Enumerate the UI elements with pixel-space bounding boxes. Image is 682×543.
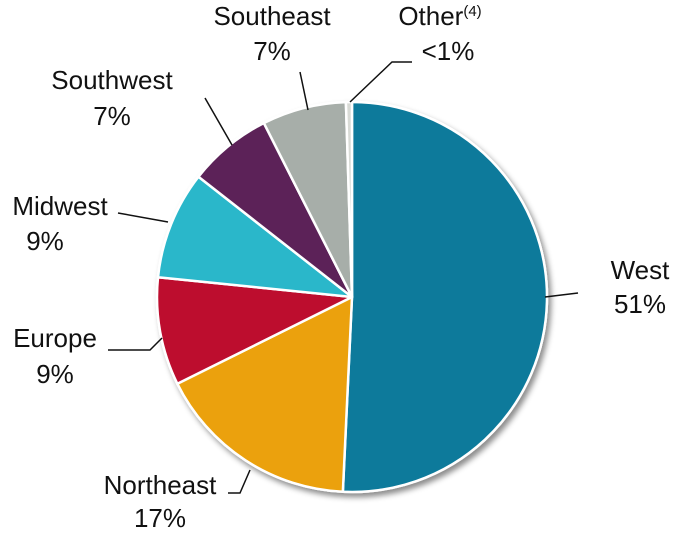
- category-label: Midwest: [12, 191, 108, 221]
- leader-line: [349, 61, 412, 103]
- leader-line: [228, 469, 251, 494]
- leader-line: [204, 97, 233, 146]
- pie-slice: [156, 175, 354, 299]
- category-label: Europe: [13, 323, 97, 353]
- category-label: West: [611, 255, 671, 285]
- leader-line: [108, 337, 163, 351]
- footnote-mark: (4): [463, 3, 481, 20]
- category-label: Southeast: [213, 1, 331, 31]
- category-label: Other(4): [398, 1, 481, 31]
- pie-slice: [341, 100, 549, 494]
- pie: [155, 100, 549, 494]
- category-name: Southwest: [51, 65, 173, 95]
- pie-slice: [176, 295, 354, 494]
- category-name: West: [611, 255, 671, 285]
- value-label: 17%: [134, 503, 186, 533]
- value-label: 51%: [614, 289, 666, 319]
- value-label: 7%: [253, 36, 291, 66]
- category-label: Northeast: [104, 470, 217, 500]
- category-name: Other: [398, 1, 463, 31]
- value-label: 9%: [26, 226, 64, 256]
- category-name: Europe: [13, 323, 97, 353]
- leader-line: [117, 212, 169, 223]
- leader-line: [299, 71, 309, 111]
- pie-slice: [344, 100, 354, 299]
- leader-line: [544, 292, 579, 298]
- value-label: 9%: [36, 359, 74, 389]
- value-label: <1%: [422, 36, 475, 66]
- pie-slice: [155, 275, 354, 386]
- category-name: Northeast: [104, 470, 217, 500]
- category-label: Southwest: [51, 65, 173, 95]
- category-name: Southeast: [213, 1, 331, 31]
- category-name: Midwest: [12, 191, 108, 221]
- value-label: 7%: [93, 101, 131, 131]
